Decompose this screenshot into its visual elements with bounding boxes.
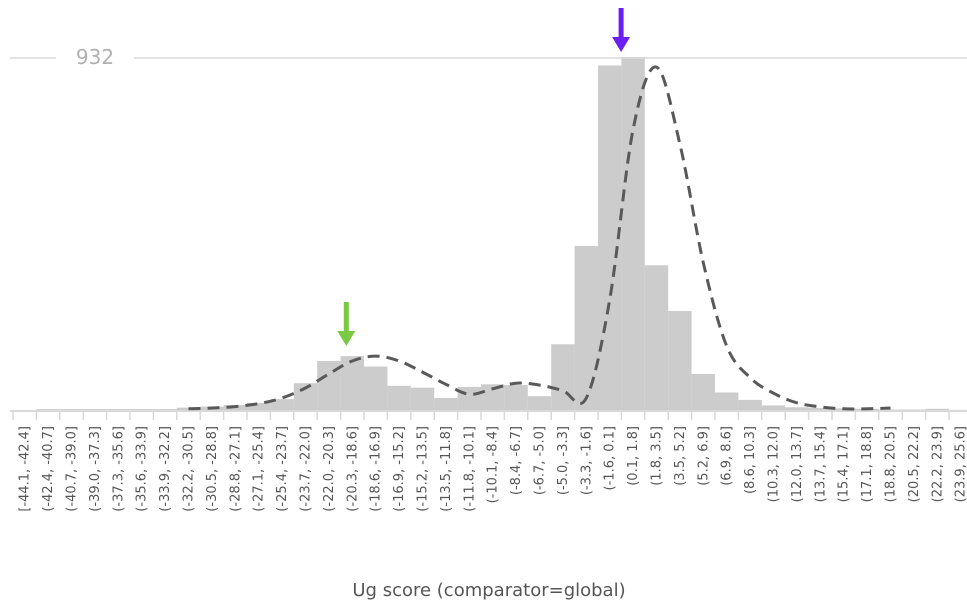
bar-10 xyxy=(247,402,271,411)
y-reference-label: 932 xyxy=(76,45,114,69)
x-tick-marks xyxy=(12,411,950,420)
bar-12 xyxy=(293,383,318,411)
x-tick-label: (17.1, 18.8] xyxy=(860,426,875,502)
x-tick-label: (12.0, 13.7] xyxy=(790,426,805,502)
bars-group xyxy=(13,57,967,411)
bar-26 xyxy=(621,57,645,411)
bar-13 xyxy=(317,360,341,411)
x-tick-label: (-28.8, -27.1] xyxy=(228,426,243,512)
purple-arrow-marker xyxy=(612,8,631,52)
x-tick-label: (-42.4, -40.7] xyxy=(41,426,56,512)
x-tick-label: (-35.6, -33.9] xyxy=(135,426,150,512)
x-tick-label: (-22.0, -20.3] xyxy=(322,426,337,512)
x-tick-label: (-30.5, -28.8] xyxy=(205,426,220,512)
x-tick-label: (-32.2, -30.5] xyxy=(182,426,197,512)
bar-7 xyxy=(176,407,201,411)
x-tick-label: (-27.1, -25.4] xyxy=(252,426,267,512)
bar-14 xyxy=(340,356,364,411)
x-tick-label: (13.7, 15.4] xyxy=(813,426,828,502)
arrows-group xyxy=(337,8,631,346)
bar-39 xyxy=(925,408,949,411)
bar-30 xyxy=(715,392,739,411)
x-tick-label: (0.1, 1.8] xyxy=(626,426,641,486)
arrow-head xyxy=(337,331,356,346)
x-tick-label: (20.5, 22.2] xyxy=(907,426,922,502)
arrow-shaft xyxy=(618,8,624,40)
x-tick-label: (-13.5, -11.8] xyxy=(439,426,454,512)
bar-18 xyxy=(434,398,458,411)
bar-17 xyxy=(410,387,435,411)
density-curve xyxy=(188,65,891,411)
x-tick-label: (5.2, 6.9] xyxy=(696,426,711,486)
bar-22 xyxy=(527,396,552,411)
bar-24 xyxy=(574,246,598,411)
bar-20 xyxy=(481,384,505,411)
x-tick-label: (-40.7, -39.0] xyxy=(65,426,80,512)
x-tick-label: (-11.8, -10.1] xyxy=(462,426,477,512)
x-tick-label: (-25.4, -23.7] xyxy=(275,426,290,512)
bar-11 xyxy=(270,399,294,411)
x-tick-label: [-44.1, -42.4] xyxy=(18,426,33,512)
x-tick-label: (-8.4, -6.7] xyxy=(509,426,524,495)
x-tick-label: (-3.3, -1.6] xyxy=(579,426,594,495)
bar-31 xyxy=(738,399,762,411)
bar-29 xyxy=(691,373,715,411)
x-tick-label: (-37.3, -35.6] xyxy=(111,426,126,512)
green-arrow-marker xyxy=(337,302,356,346)
x-tick-label: (22.2, 23.9] xyxy=(930,426,945,502)
x-tick-label: (-20.3, -18.6] xyxy=(345,426,360,512)
x-tick-label: (18.8, 20.5] xyxy=(884,426,899,502)
x-tick-label: (-16.9, -15.2] xyxy=(392,426,407,512)
bar-15 xyxy=(364,366,388,411)
x-tick-label: (-39.0, -37.3] xyxy=(88,426,103,512)
arrow-head xyxy=(612,37,631,52)
arrow-shaft xyxy=(343,302,349,334)
x-tick-label: (15.4, 17.1] xyxy=(837,426,852,502)
bar-34 xyxy=(808,408,832,411)
x-tick-label: (-1.6, 0.1] xyxy=(603,426,618,490)
x-tick-label: (6.9, 8.6] xyxy=(720,426,735,486)
x-tick-label: (23.9, 25.6] xyxy=(954,426,967,502)
x-tick-label: (-15.2, -13.5] xyxy=(416,426,431,512)
bar-32 xyxy=(761,405,786,411)
x-tick-label: (-6.7, -5.0] xyxy=(533,426,548,495)
x-tick-labels: [-44.1, -42.4] (-42.4, -40.7] (-40.7, -39.… xyxy=(18,426,967,512)
x-tick-label: (8.6, 10.3] xyxy=(743,426,758,494)
x-tick-label: (-5.0, -3.3] xyxy=(556,426,571,495)
x-tick-label: (-18.6, -16.9] xyxy=(369,426,384,512)
x-tick-label: (10.3, 12.0] xyxy=(767,426,782,502)
bar-27 xyxy=(644,265,669,411)
bar-23 xyxy=(551,344,575,411)
x-tick-label: (-23.7, -22.0] xyxy=(299,426,314,512)
bar-21 xyxy=(504,385,528,411)
x-tick-label: (1.8, 3.5] xyxy=(650,426,665,486)
x-tick-label: (3.5, 5.2] xyxy=(673,426,688,486)
x-axis-title: Ug score (comparator=global) xyxy=(352,580,625,601)
bar-33 xyxy=(785,407,809,411)
x-tick-label: (-10.1, -8.4] xyxy=(486,426,501,503)
x-tick-label: (-33.9, -32.2] xyxy=(158,426,173,512)
bar-16 xyxy=(387,385,411,411)
bar-28 xyxy=(668,310,692,411)
